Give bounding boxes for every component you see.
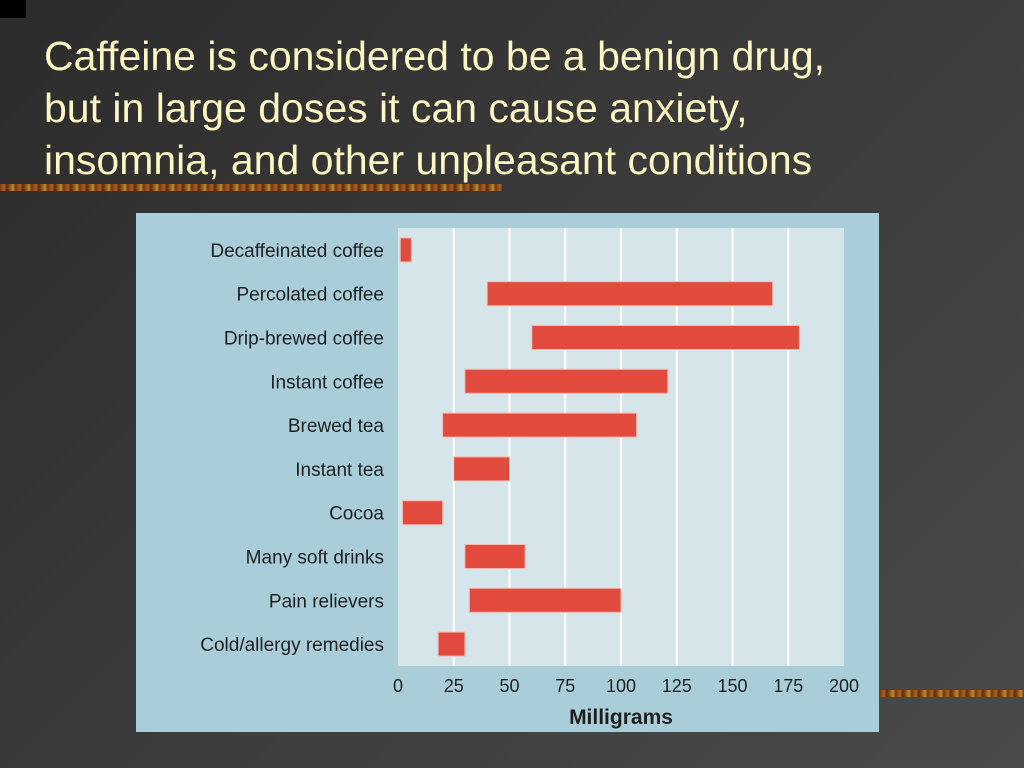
- category-label: Instant tea: [295, 460, 384, 481]
- bar: [442, 412, 638, 438]
- decorative-stripe-top: [0, 184, 502, 191]
- decorative-stripe-right: [880, 690, 1024, 697]
- x-tick-label-0: 0: [393, 676, 403, 696]
- x-tick-label-150: 150: [717, 676, 747, 696]
- category-label: Many soft drinks: [246, 548, 384, 569]
- x-tick-label-50: 50: [499, 676, 519, 696]
- x-tick-label-175: 175: [773, 676, 803, 696]
- title-line-2: but in large doses it can cause anxiety,: [44, 85, 748, 131]
- x-tick-label-125: 125: [662, 676, 692, 696]
- category-label: Pain relievers: [269, 591, 384, 612]
- bar: [401, 500, 444, 526]
- bar: [399, 237, 412, 263]
- bar: [531, 325, 800, 350]
- bar: [464, 368, 669, 394]
- bar: [453, 456, 510, 482]
- x-tick-label-25: 25: [444, 676, 464, 696]
- title-line-3: insomnia, and other unpleasant condition…: [44, 137, 813, 183]
- x-tick-label-100: 100: [606, 676, 636, 696]
- corner-square: [0, 0, 26, 18]
- bar: [437, 631, 466, 657]
- x-tick-label-75: 75: [555, 676, 575, 696]
- category-label: Drip-brewed coffee: [224, 329, 384, 350]
- bar: [464, 544, 526, 569]
- bar: [486, 281, 774, 307]
- bar: [468, 587, 622, 613]
- category-label: Instant coffee: [270, 372, 384, 393]
- slide-title: Caffeine is considered to be a benign dr…: [44, 30, 1004, 186]
- category-label: Decaffeinated coffee: [210, 241, 384, 262]
- category-label: Cocoa: [329, 504, 384, 525]
- chart-panel: 0 25 50 75 100 125 150 175 200 Decaffeinated coff…: [136, 213, 879, 732]
- x-axis-title: Milligrams: [569, 706, 673, 729]
- category-label: Brewed tea: [288, 416, 385, 437]
- category-label: Cold/allergy remedies: [200, 635, 384, 656]
- category-label: Percolated coffee: [236, 285, 384, 306]
- caffeine-range-chart: 0 25 50 75 100 125 150 175 200 Decaffeinated coff…: [200, 228, 859, 729]
- title-line-1: Caffeine is considered to be a benign dr…: [44, 33, 826, 79]
- x-tick-label-200: 200: [829, 676, 859, 696]
